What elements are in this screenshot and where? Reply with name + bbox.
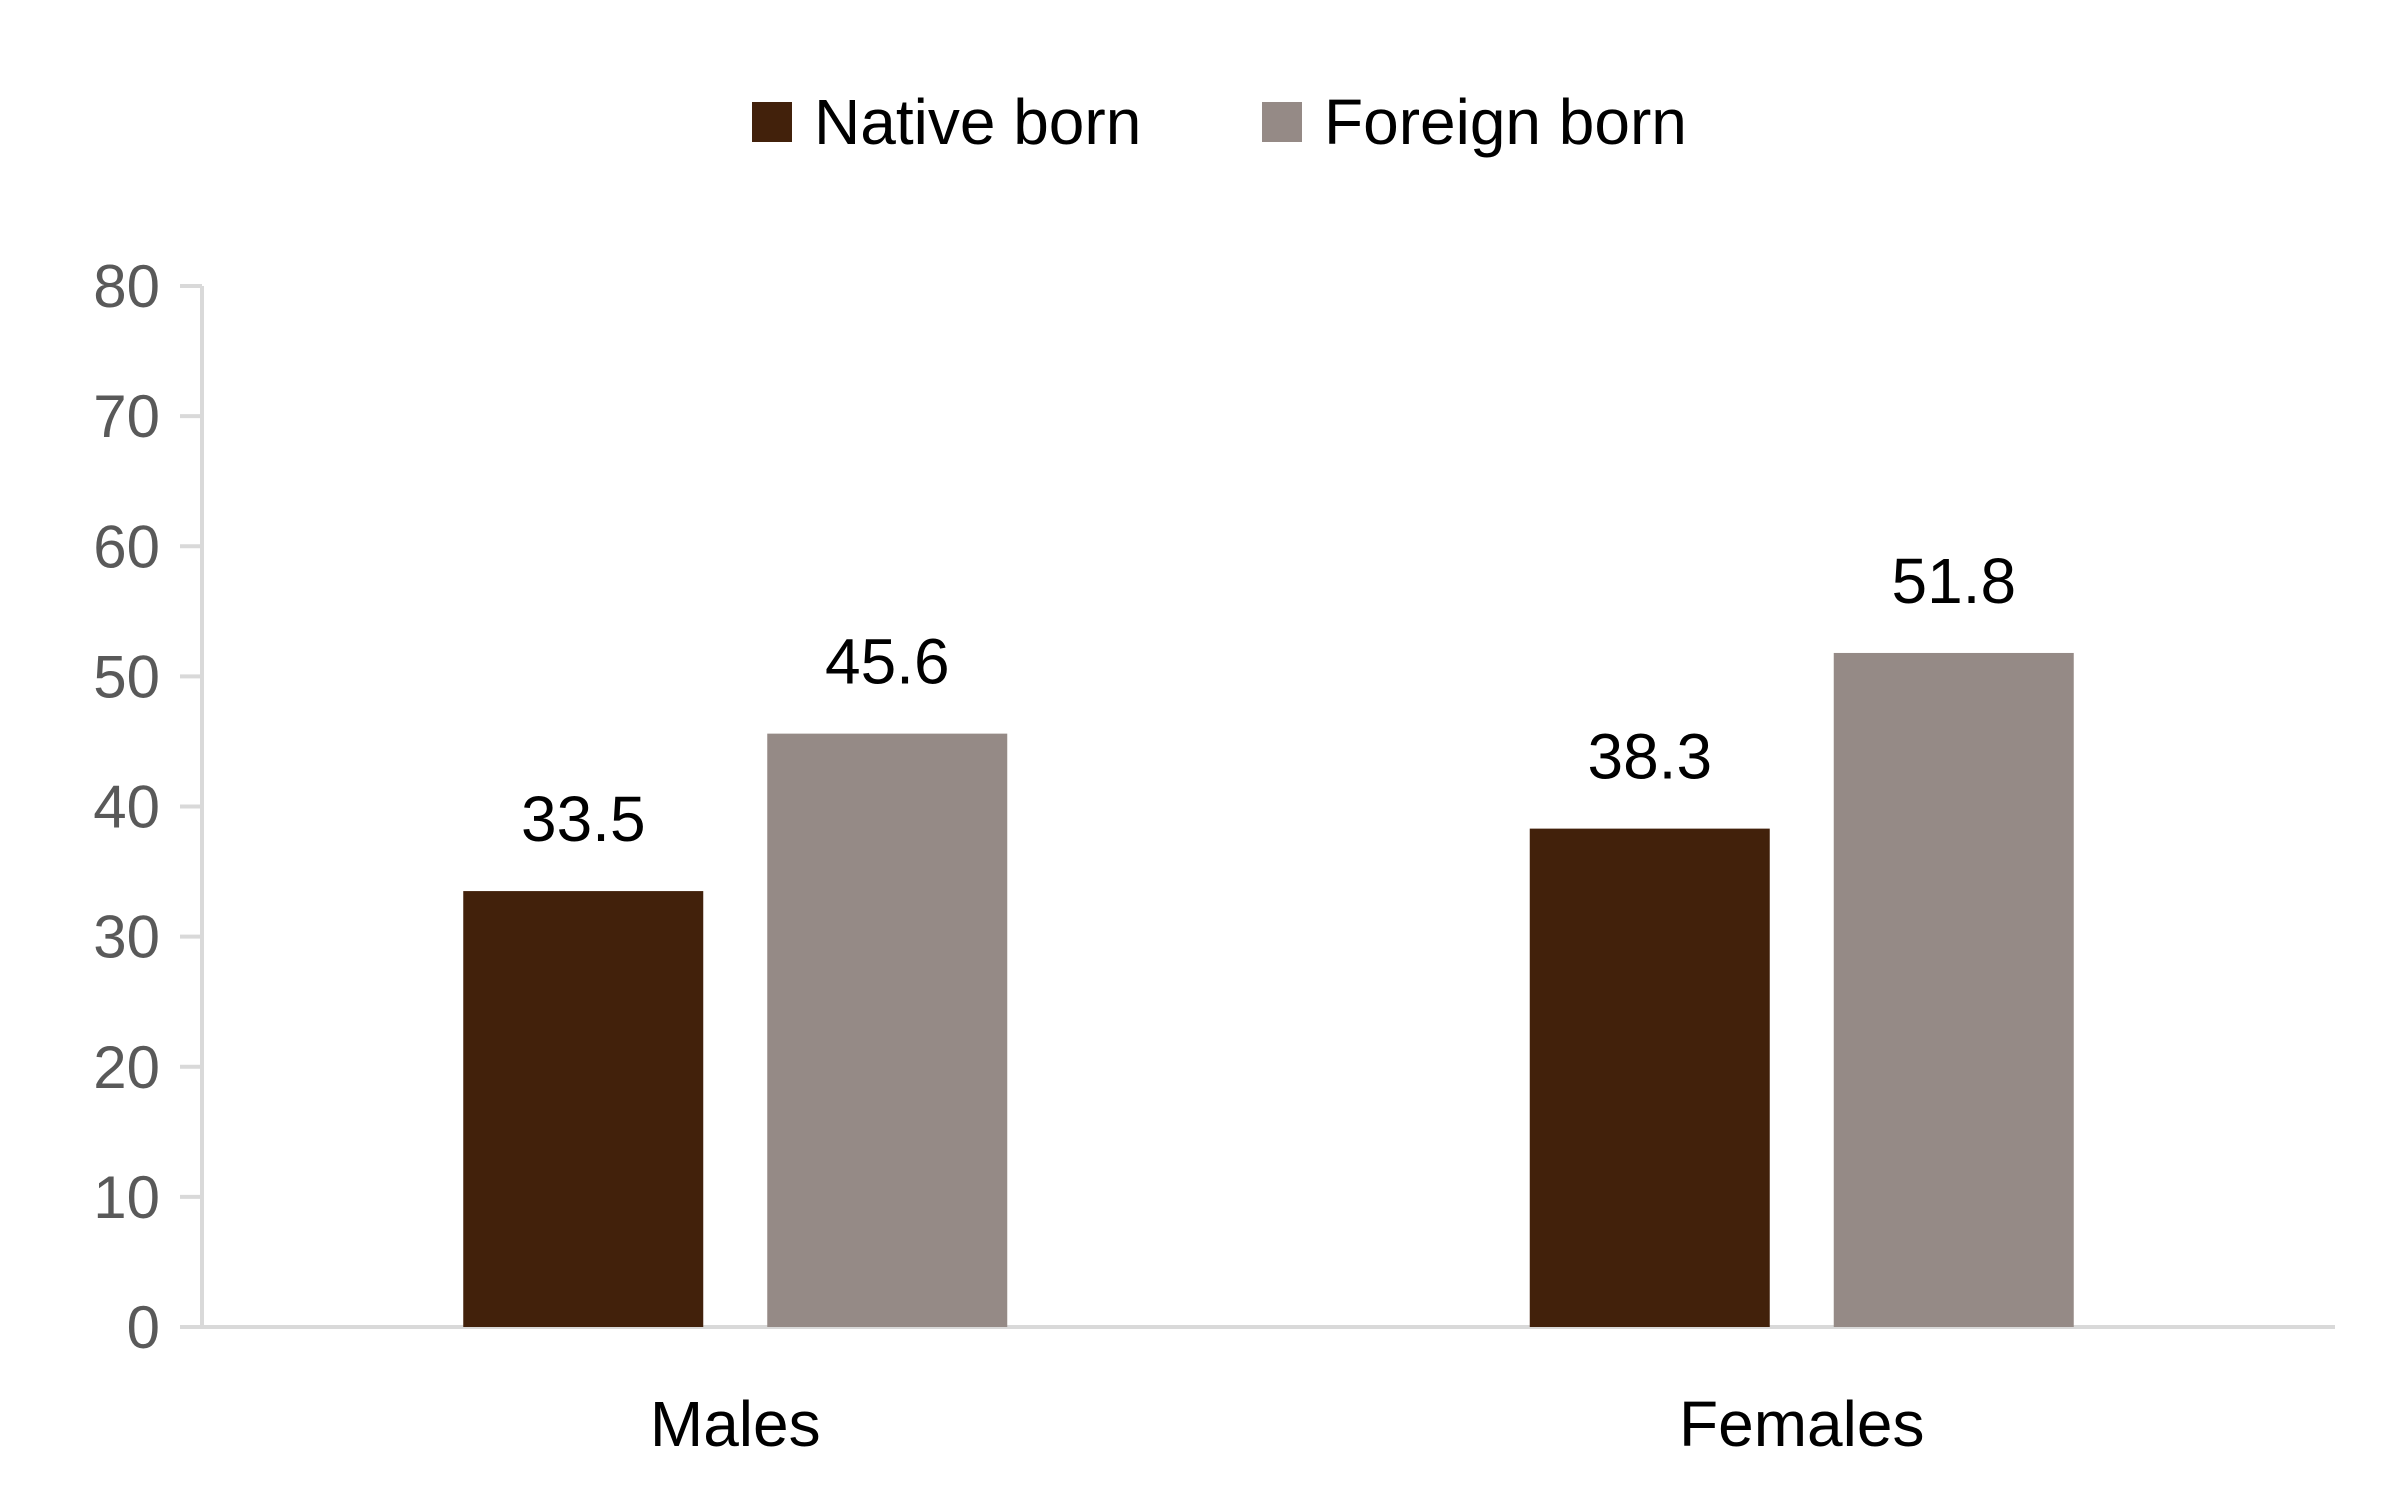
y-tick-label: 40 [93, 774, 160, 841]
legend: Native born Foreign born [752, 86, 1687, 158]
legend-item: Native born [752, 86, 1141, 158]
y-tick-label: 70 [93, 383, 160, 450]
data-label: 33.5 [521, 783, 646, 855]
y-tick-label: 50 [93, 643, 160, 710]
bar-foreign-born-females [1833, 652, 2074, 1327]
y-tick-label: 80 [93, 253, 160, 320]
y-axis: 0 10 20 30 40 50 60 70 80 [93, 253, 204, 1361]
x-category-label: Females [1679, 1388, 1924, 1460]
legend-swatch [1262, 102, 1302, 142]
y-tick-label: 10 [93, 1164, 160, 1231]
legend-swatch [752, 102, 792, 142]
x-category-label: Males [650, 1388, 821, 1460]
bar-native-born-females [1529, 828, 1770, 1327]
y-tick-label: 30 [93, 904, 160, 971]
y-tick-label: 0 [127, 1294, 160, 1361]
x-axis: Males Females [180, 1325, 2335, 1460]
data-label: 38.3 [1587, 721, 1712, 793]
bar-native-born-males [463, 891, 704, 1327]
legend-label: Native born [814, 86, 1141, 158]
legend-item: Foreign born [1262, 86, 1687, 158]
data-labels: 33.5 45.6 38.3 51.8 [521, 545, 2016, 855]
y-tick-label: 20 [93, 1034, 160, 1101]
data-label: 45.6 [825, 626, 950, 698]
data-label: 51.8 [1891, 545, 2016, 617]
legend-label: Foreign born [1324, 86, 1687, 158]
y-tick-label: 60 [93, 513, 160, 580]
bars [463, 652, 2074, 1327]
bar-foreign-born-males [767, 733, 1008, 1327]
